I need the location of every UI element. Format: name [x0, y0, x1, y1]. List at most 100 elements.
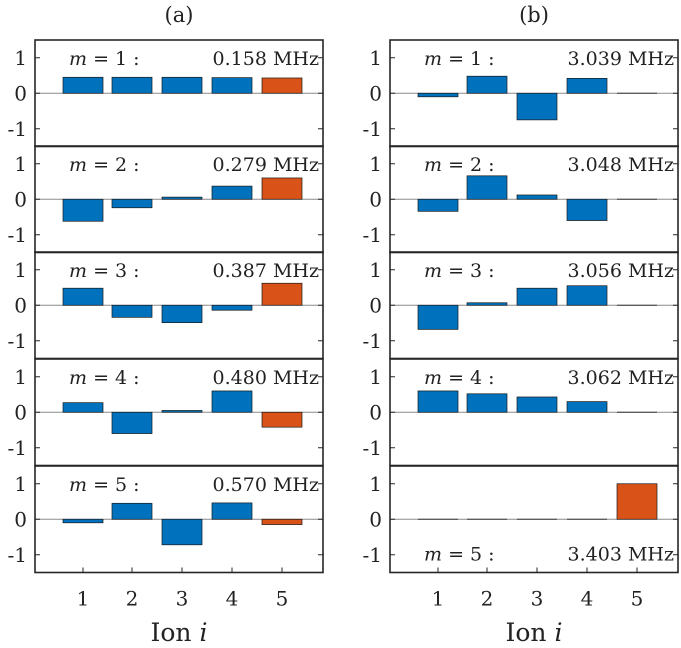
mode-label: m = 5 : [424, 544, 495, 566]
y-tick-label: 0 [14, 187, 27, 211]
bar [516, 287, 558, 306]
bar [111, 502, 153, 520]
y-tick-label: 0 [14, 81, 27, 105]
subplot: 1 0 -1 m = 2 : 3.048 MHz [363, 145, 679, 254]
bar [417, 198, 459, 212]
mode-label: m = 1 : [424, 48, 495, 70]
bar [417, 390, 459, 413]
y-tick-label: 1 [369, 46, 382, 70]
subplot: 1 0 -1 m = 1 : 3.039 MHz [363, 39, 679, 148]
bar [566, 77, 608, 94]
y-tick-label: 0 [14, 293, 27, 317]
frequency-label: 3.403 MHz [568, 544, 674, 566]
frequency-label: 3.048 MHz [568, 154, 674, 176]
frequency-label: 3.062 MHz [568, 367, 674, 389]
bar [111, 411, 153, 434]
frequency-label: 0.158 MHz [213, 48, 319, 70]
subplot-frame [389, 465, 679, 574]
y-tick-label: 0 [14, 400, 27, 424]
bar [261, 177, 303, 200]
y-tick-label: -1 [8, 543, 27, 567]
y-tick-label: -1 [8, 436, 27, 460]
y-tick-label: -1 [8, 223, 27, 247]
x-tick-label: 4 [226, 587, 239, 611]
x-tick-label: 1 [432, 587, 445, 611]
mode-label: m = 1 : [69, 48, 140, 70]
bar [62, 402, 104, 413]
frequency-label: 3.039 MHz [568, 48, 674, 70]
bar [466, 75, 508, 94]
bar [566, 401, 608, 413]
bar [211, 390, 253, 413]
bar [111, 304, 153, 318]
x-tick-label: 2 [481, 587, 494, 611]
y-tick-label: 1 [369, 472, 382, 496]
bar [616, 483, 658, 520]
y-tick-label: 0 [369, 81, 382, 105]
subplot: 1 0 -1 m = 5 : 3.403 MHz [363, 465, 679, 574]
y-tick-label: -1 [363, 543, 382, 567]
mode-label: m = 3 : [424, 260, 495, 282]
bar [261, 518, 303, 525]
y-tick-label: 0 [369, 507, 382, 531]
bar [62, 287, 104, 306]
y-tick-label: 1 [14, 258, 27, 282]
x-tick-label: 2 [126, 587, 139, 611]
bar [211, 77, 253, 94]
mode-label: m = 4 : [424, 367, 495, 389]
subplot: 1 0 -1 m = 5 : 0.570 MHz [8, 465, 324, 574]
frequency-label: 0.279 MHz [213, 154, 319, 176]
frequency-label: 3.056 MHz [568, 260, 674, 282]
frequency-label: 0.570 MHz [213, 474, 319, 496]
frequency-label: 0.387 MHz [213, 260, 319, 282]
mode-label: m = 3 : [69, 260, 140, 282]
mode-label: m = 2 : [69, 154, 140, 176]
bar [566, 285, 608, 306]
bar [161, 196, 203, 200]
y-tick-label: 1 [369, 365, 382, 389]
bar [516, 396, 558, 413]
bar [516, 194, 558, 200]
panel-b: (b) 1 0 -1 m = 1 : 3.039 MHz 1 0 -1 m = 2 : 3.048 … [363, 3, 679, 647]
subplot: 1 0 -1 m = 3 : 0.387 MHz [8, 251, 324, 360]
mode-label: m = 5 : [69, 474, 140, 496]
bar [261, 282, 303, 306]
y-tick-label: 1 [14, 365, 27, 389]
y-tick-label: 0 [369, 400, 382, 424]
y-tick-label: 0 [369, 293, 382, 317]
bar [161, 304, 203, 323]
mode-label: m = 4 : [69, 367, 140, 389]
bar [62, 76, 104, 94]
panel-label: (b) [519, 3, 549, 27]
bar [161, 76, 203, 94]
panel-label: (a) [165, 3, 194, 27]
subplot: 1 0 -1 m = 2 : 0.279 MHz [8, 145, 324, 254]
bar [62, 518, 104, 524]
y-tick-label: -1 [363, 436, 382, 460]
y-tick-label: -1 [8, 117, 27, 141]
mode-label: m = 2 : [424, 154, 495, 176]
y-tick-label: 1 [14, 46, 27, 70]
x-tick-label: 4 [581, 587, 594, 611]
y-tick-label: -1 [363, 329, 382, 353]
bar [466, 302, 508, 306]
y-tick-label: 0 [369, 187, 382, 211]
bar [516, 92, 558, 121]
y-tick-label: -1 [363, 117, 382, 141]
frequency-label: 0.480 MHz [213, 367, 319, 389]
panel-a: (a) 1 0 -1 m = 1 : 0.158 MHz 1 0 -1 m = 2 : 0.279 … [8, 3, 324, 647]
subplot-frame [34, 465, 324, 574]
y-tick-label: 1 [14, 472, 27, 496]
bar [211, 502, 253, 520]
bar [417, 304, 459, 330]
subplot: 1 0 -1 m = 4 : 0.480 MHz [8, 358, 324, 467]
subplot: 1 0 -1 m = 3 : 3.056 MHz [363, 251, 679, 360]
x-tick-label: 1 [77, 587, 90, 611]
y-tick-label: -1 [8, 329, 27, 353]
bar [417, 92, 459, 98]
bar [211, 185, 253, 200]
x-tick-label: 5 [631, 587, 644, 611]
x-axis-label: Ion i [151, 618, 208, 647]
bar [566, 198, 608, 221]
